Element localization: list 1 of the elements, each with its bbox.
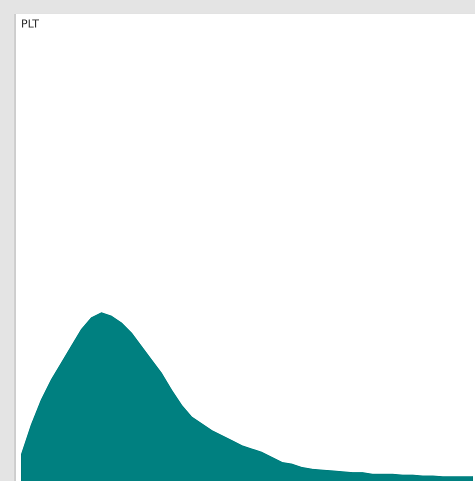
chart-title: PLT: [21, 17, 40, 30]
